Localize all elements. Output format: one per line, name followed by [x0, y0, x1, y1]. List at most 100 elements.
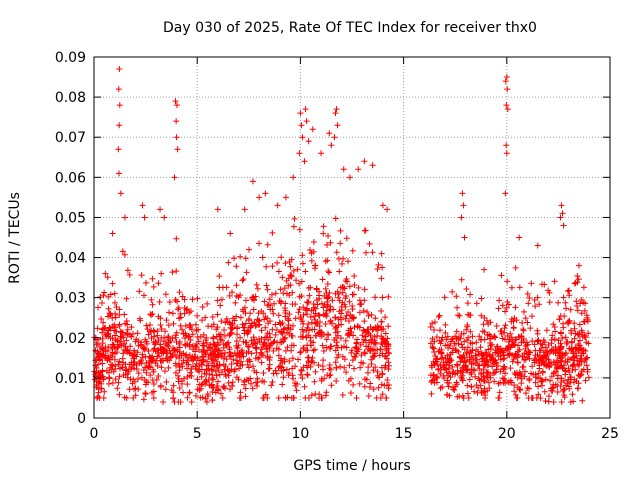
data-point	[542, 376, 549, 383]
data-point	[495, 305, 502, 312]
data-point	[464, 390, 471, 397]
data-point	[343, 235, 350, 242]
data-point	[158, 326, 165, 333]
data-point	[463, 326, 470, 333]
data-point	[138, 341, 145, 348]
data-point	[585, 330, 592, 337]
data-point	[109, 230, 116, 237]
data-point	[514, 384, 521, 391]
data-point	[147, 328, 154, 335]
data-point	[312, 368, 319, 375]
data-point	[539, 377, 546, 384]
data-point	[439, 334, 446, 341]
data-point	[532, 303, 539, 310]
data-point	[100, 352, 107, 359]
data-point	[332, 323, 339, 330]
data-point	[341, 343, 348, 350]
data-point	[216, 284, 223, 291]
data-point	[141, 214, 148, 221]
data-point	[162, 386, 169, 393]
data-point	[553, 368, 560, 375]
data-point	[108, 366, 115, 373]
data-point	[356, 380, 363, 387]
data-point	[520, 336, 527, 343]
data-point	[300, 364, 307, 371]
axis-ticks: 0 5 10 15 20 25 0 0.01 0.02 0.03 0.04 0.05 0.06 0.07 0…	[55, 50, 619, 442]
data-point	[336, 268, 343, 275]
data-point	[377, 346, 384, 353]
y-tick-label-3: 0.03	[55, 291, 86, 307]
y-tick-label-8: 0.08	[55, 90, 86, 106]
data-point	[378, 364, 385, 371]
data-point	[226, 367, 233, 374]
data-point	[116, 391, 123, 398]
data-point	[111, 321, 118, 328]
data-point	[378, 308, 385, 315]
data-point	[540, 357, 547, 364]
data-point	[476, 377, 483, 384]
data-point	[468, 383, 475, 390]
data-point	[522, 342, 529, 349]
data-point	[121, 311, 128, 318]
data-point	[222, 371, 229, 378]
data-point	[104, 347, 111, 354]
data-point	[264, 330, 271, 337]
data-point	[539, 369, 546, 376]
data-point	[210, 321, 217, 328]
data-point	[186, 321, 193, 328]
data-point	[168, 387, 175, 394]
data-point	[520, 327, 527, 334]
data-point	[225, 379, 232, 386]
data-point	[94, 348, 101, 355]
data-point	[478, 295, 485, 302]
data-point	[220, 361, 227, 368]
data-point	[287, 282, 294, 289]
data-point	[305, 359, 312, 366]
data-point	[237, 253, 244, 260]
data-point	[583, 339, 590, 346]
data-point	[221, 327, 228, 334]
data-point	[382, 330, 389, 337]
data-point	[325, 232, 332, 239]
data-point	[149, 275, 156, 282]
data-point	[214, 297, 221, 304]
data-point	[296, 150, 303, 157]
data-point	[228, 326, 235, 333]
data-point	[466, 376, 473, 383]
data-point	[277, 300, 284, 307]
data-point	[342, 278, 349, 285]
data-point	[142, 364, 149, 371]
data-point	[515, 342, 522, 349]
data-point	[100, 292, 107, 299]
data-point	[441, 294, 448, 301]
data-point	[342, 315, 349, 322]
data-point	[502, 336, 509, 343]
data-point	[300, 304, 307, 311]
data-point	[202, 349, 209, 356]
data-point	[566, 292, 573, 299]
data-point	[132, 385, 139, 392]
data-point	[176, 364, 183, 371]
data-point	[122, 371, 129, 378]
data-point	[193, 344, 200, 351]
data-point	[348, 313, 355, 320]
data-point	[560, 294, 567, 301]
data-point	[275, 394, 282, 401]
data-point	[491, 369, 498, 376]
data-point	[267, 306, 274, 313]
data-point	[580, 318, 587, 325]
data-point	[194, 295, 201, 302]
data-point	[239, 321, 246, 328]
data-point	[303, 305, 310, 312]
data-point	[299, 134, 306, 141]
data-point	[539, 382, 546, 389]
data-point	[556, 316, 563, 323]
data-point	[323, 389, 330, 396]
data-point	[282, 347, 289, 354]
data-point	[291, 215, 298, 222]
data-point	[249, 294, 256, 301]
data-point	[462, 362, 469, 369]
data-point	[372, 315, 379, 322]
data-point	[97, 294, 104, 301]
data-point	[563, 340, 570, 347]
